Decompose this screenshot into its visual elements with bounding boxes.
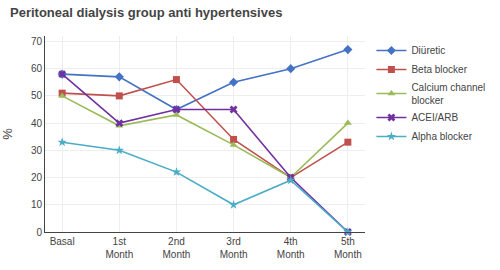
svg-text:Beta blocker: Beta blocker — [411, 64, 467, 75]
svg-text:Peritoneal dialysis group anti: Peritoneal dialysis group anti hypertens… — [10, 5, 282, 20]
svg-text:Basal: Basal — [50, 236, 75, 247]
svg-text:ACEI/ARB: ACEI/ARB — [411, 112, 458, 123]
svg-text:%: % — [0, 128, 15, 140]
svg-text:30: 30 — [31, 145, 43, 156]
svg-text:0: 0 — [36, 227, 42, 238]
svg-text:50: 50 — [31, 90, 43, 101]
svg-text:10: 10 — [31, 199, 43, 210]
svg-text:Diüretic: Diüretic — [411, 45, 445, 56]
svg-text:40: 40 — [31, 118, 43, 129]
svg-text:5thMonth: 5thMonth — [334, 236, 362, 260]
svg-text:20: 20 — [31, 172, 43, 183]
svg-text:4thMonth: 4thMonth — [277, 236, 305, 260]
svg-text:70: 70 — [31, 36, 43, 47]
svg-text:3rdMonth: 3rdMonth — [220, 236, 248, 260]
svg-text:Alpha blocker: Alpha blocker — [411, 131, 472, 142]
svg-text:60: 60 — [31, 63, 43, 74]
svg-text:Calcium channelblocker: Calcium channelblocker — [411, 82, 485, 106]
svg-text:1stMonth: 1stMonth — [105, 236, 133, 260]
svg-text:2ndMonth: 2ndMonth — [163, 236, 191, 260]
